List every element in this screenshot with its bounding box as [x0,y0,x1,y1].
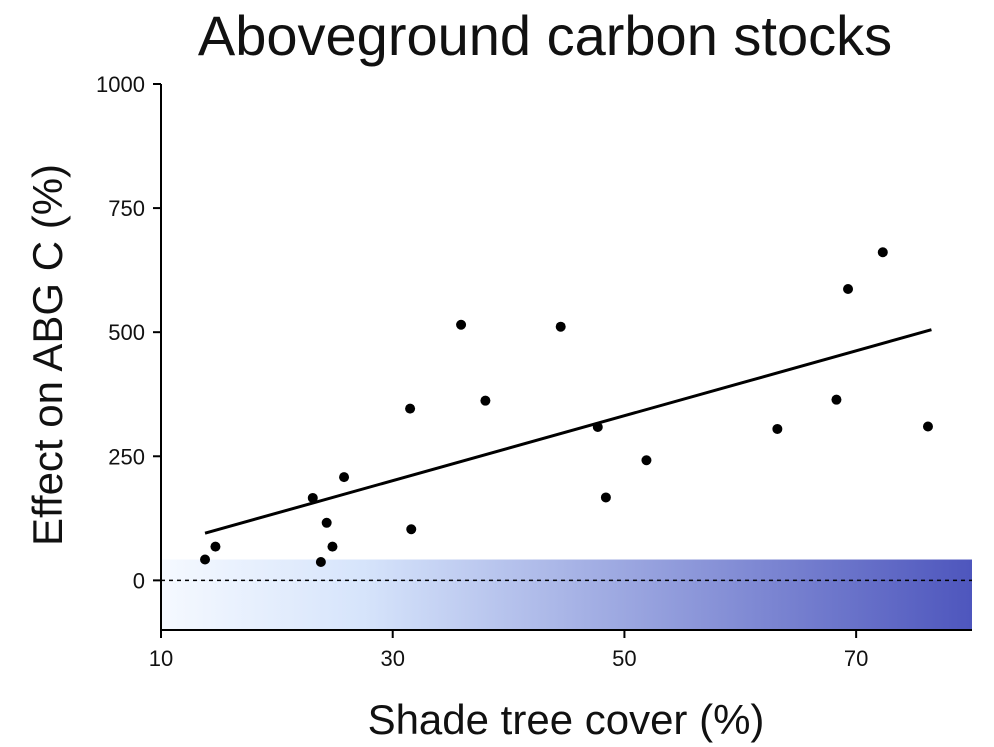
regression-trendline [204,328,932,535]
data-point [831,394,842,405]
data-point [922,421,933,432]
data-point [877,247,888,258]
y-tick-label: 1000 [96,72,145,97]
data-point [321,517,332,528]
y-axis-label: Effect on ABG C (%) [24,164,71,546]
x-tick-label: 50 [612,646,636,671]
x-axis-label: Shade tree cover (%) [368,696,765,743]
data-points [200,247,933,567]
y-axis-ticks: 0 250 500 750 1000 [96,72,161,593]
data-point [405,403,416,414]
data-point [406,524,417,535]
data-point [555,321,566,332]
data-point [456,319,467,330]
x-tick-label: 30 [380,646,404,671]
data-point [200,554,211,565]
data-point [480,395,491,406]
data-point [600,492,611,503]
x-axis-ticks: 10 30 50 70 [149,630,868,671]
chart-title: Aboveground carbon stocks [198,4,892,67]
y-tick-label: 500 [108,320,145,345]
data-point [327,541,338,552]
y-tick-label: 750 [108,196,145,221]
data-point [843,283,854,294]
data-point [307,492,318,503]
data-point [210,541,221,552]
data-point [641,455,652,466]
shade-gradient-band [161,559,972,630]
data-point [339,472,350,483]
data-point [772,423,783,434]
data-point [592,421,603,432]
x-tick-label: 70 [844,646,868,671]
x-tick-label: 10 [149,646,173,671]
y-tick-label: 0 [133,568,145,593]
y-tick-label: 250 [108,444,145,469]
data-point [315,556,326,567]
